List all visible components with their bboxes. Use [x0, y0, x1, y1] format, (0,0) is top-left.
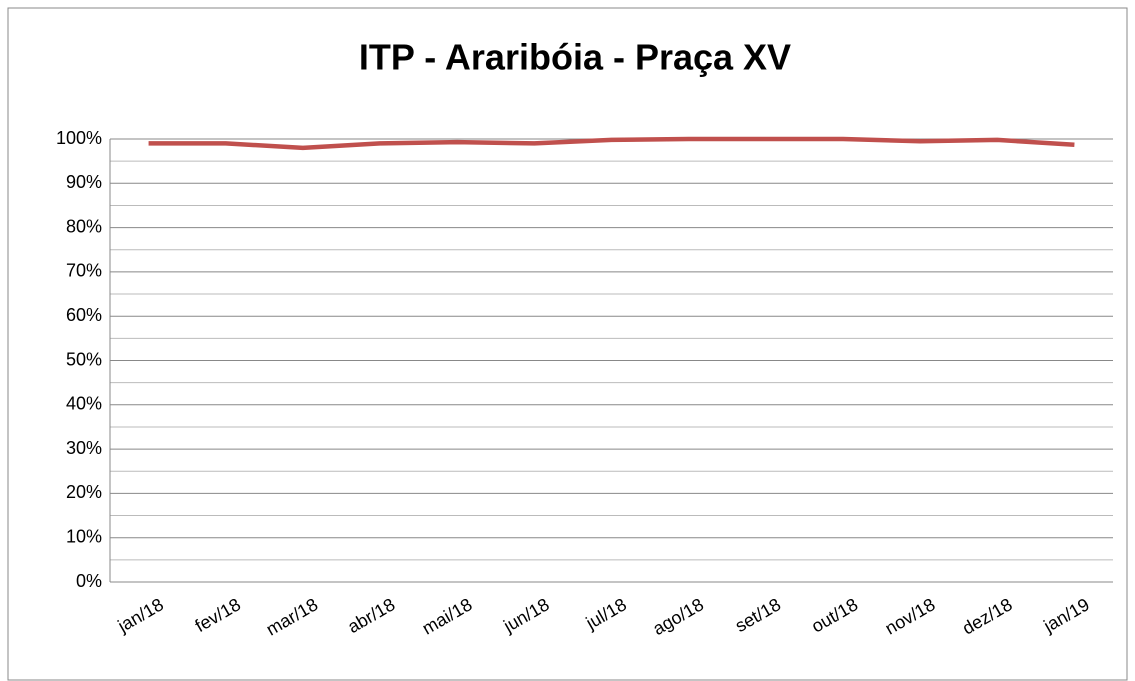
y-tick-label: 30%	[66, 438, 102, 458]
y-tick-label: 0%	[76, 571, 102, 591]
chart-title: ITP - Araribóia - Praça XV	[359, 37, 791, 78]
y-tick-label: 10%	[66, 526, 102, 546]
y-tick-label: 40%	[66, 394, 102, 414]
y-tick-label: 90%	[66, 172, 102, 192]
y-tick-label: 80%	[66, 216, 102, 236]
chart-frame	[7, 7, 1128, 681]
line-series	[148, 136, 1075, 151]
y-tick-label: 50%	[66, 349, 102, 369]
y-tick-label: 60%	[66, 305, 102, 325]
y-tick-label: 70%	[66, 261, 102, 281]
y-tick-label: 20%	[66, 482, 102, 502]
y-tick-label: 100%	[56, 128, 102, 148]
